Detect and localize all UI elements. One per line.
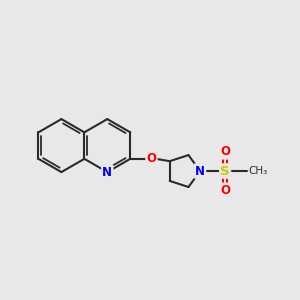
- Text: CH₃: CH₃: [248, 166, 267, 176]
- Text: S: S: [220, 165, 230, 178]
- Text: N: N: [102, 166, 112, 178]
- Text: O: O: [220, 146, 230, 158]
- Text: O: O: [146, 152, 157, 165]
- Text: O: O: [220, 184, 230, 197]
- Text: N: N: [195, 165, 205, 178]
